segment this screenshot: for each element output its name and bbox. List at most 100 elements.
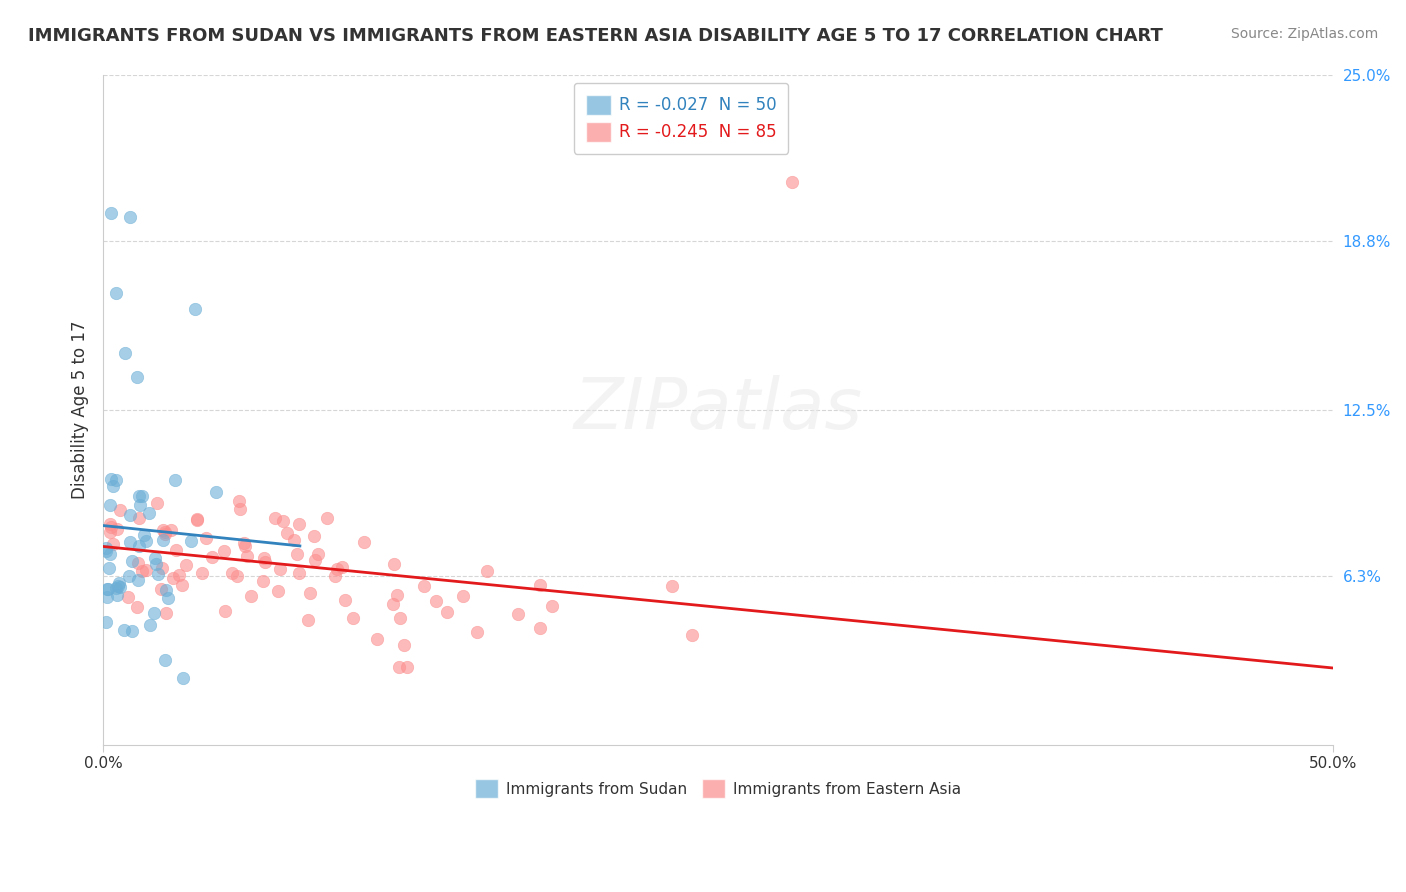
Point <box>254 556 277 570</box>
Point <box>214 604 236 618</box>
Point <box>135 563 157 577</box>
Point <box>96 590 118 604</box>
Point <box>125 370 148 384</box>
Point <box>165 543 187 558</box>
Point <box>101 478 124 492</box>
Point <box>330 560 353 574</box>
Point <box>436 605 458 619</box>
Point <box>186 512 208 526</box>
Point <box>100 471 122 485</box>
Point <box>127 556 149 570</box>
Point <box>388 660 411 674</box>
Text: ZIPatlas: ZIPatlas <box>574 375 862 444</box>
Point <box>276 526 298 541</box>
Point <box>101 537 124 551</box>
Point <box>98 498 121 512</box>
Point <box>120 211 142 225</box>
Point <box>98 524 121 539</box>
Point <box>94 544 117 558</box>
Point <box>105 522 128 536</box>
Point <box>269 562 291 576</box>
Point <box>118 535 141 549</box>
Point <box>100 520 122 534</box>
Point <box>186 513 208 527</box>
Point <box>138 506 160 520</box>
Point <box>146 495 169 509</box>
Point <box>127 573 149 587</box>
Point <box>266 583 288 598</box>
Point <box>304 553 326 567</box>
Point <box>506 607 529 621</box>
Point <box>780 175 803 189</box>
Point <box>155 606 177 620</box>
Point <box>228 493 250 508</box>
Point <box>152 533 174 547</box>
Point <box>323 569 346 583</box>
Point <box>180 534 202 549</box>
Point <box>176 558 198 572</box>
Point <box>412 579 434 593</box>
Point <box>381 597 404 611</box>
Point <box>125 599 148 614</box>
Point <box>233 539 256 553</box>
Point <box>98 547 121 561</box>
Point <box>94 615 117 630</box>
Point <box>212 543 235 558</box>
Point <box>475 564 498 578</box>
Point <box>316 511 339 525</box>
Point <box>529 621 551 635</box>
Point <box>451 589 474 603</box>
Point <box>283 533 305 548</box>
Point <box>97 561 120 575</box>
Point <box>297 613 319 627</box>
Point <box>118 508 141 522</box>
Point <box>131 564 153 578</box>
Point <box>114 345 136 359</box>
Point <box>540 599 562 614</box>
Point <box>153 525 176 540</box>
Point <box>170 578 193 592</box>
Point <box>100 206 122 220</box>
Point <box>385 588 408 602</box>
Text: IMMIGRANTS FROM SUDAN VS IMMIGRANTS FROM EASTERN ASIA DISABILITY AGE 5 TO 17 COR: IMMIGRANTS FROM SUDAN VS IMMIGRANTS FROM… <box>28 27 1163 45</box>
Point <box>366 632 388 647</box>
Point <box>661 579 683 593</box>
Point <box>392 638 415 652</box>
Point <box>100 516 122 531</box>
Legend: Immigrants from Sudan, Immigrants from Eastern Asia: Immigrants from Sudan, Immigrants from E… <box>470 773 967 804</box>
Point <box>152 523 174 537</box>
Point <box>107 579 129 593</box>
Point <box>139 617 162 632</box>
Point <box>108 575 131 590</box>
Point <box>121 554 143 568</box>
Point <box>236 549 259 563</box>
Point <box>252 574 274 589</box>
Point <box>288 516 311 531</box>
Point <box>131 489 153 503</box>
Point <box>335 593 357 607</box>
Point <box>104 581 127 595</box>
Point <box>162 571 184 585</box>
Point <box>105 286 128 301</box>
Point <box>94 541 117 555</box>
Point <box>112 624 135 638</box>
Point <box>167 568 190 582</box>
Point <box>271 514 294 528</box>
Point <box>105 473 128 487</box>
Point <box>229 502 252 516</box>
Point <box>285 547 308 561</box>
Point <box>153 527 176 541</box>
Point <box>681 628 703 642</box>
Text: Source: ZipAtlas.com: Source: ZipAtlas.com <box>1230 27 1378 41</box>
Point <box>150 560 173 574</box>
Point <box>425 594 447 608</box>
Point <box>225 569 247 583</box>
Point <box>172 672 194 686</box>
Point <box>201 549 224 564</box>
Point <box>146 567 169 582</box>
Point <box>128 540 150 554</box>
Point <box>529 578 551 592</box>
Point <box>232 536 254 550</box>
Point <box>239 589 262 603</box>
Point <box>299 586 322 600</box>
